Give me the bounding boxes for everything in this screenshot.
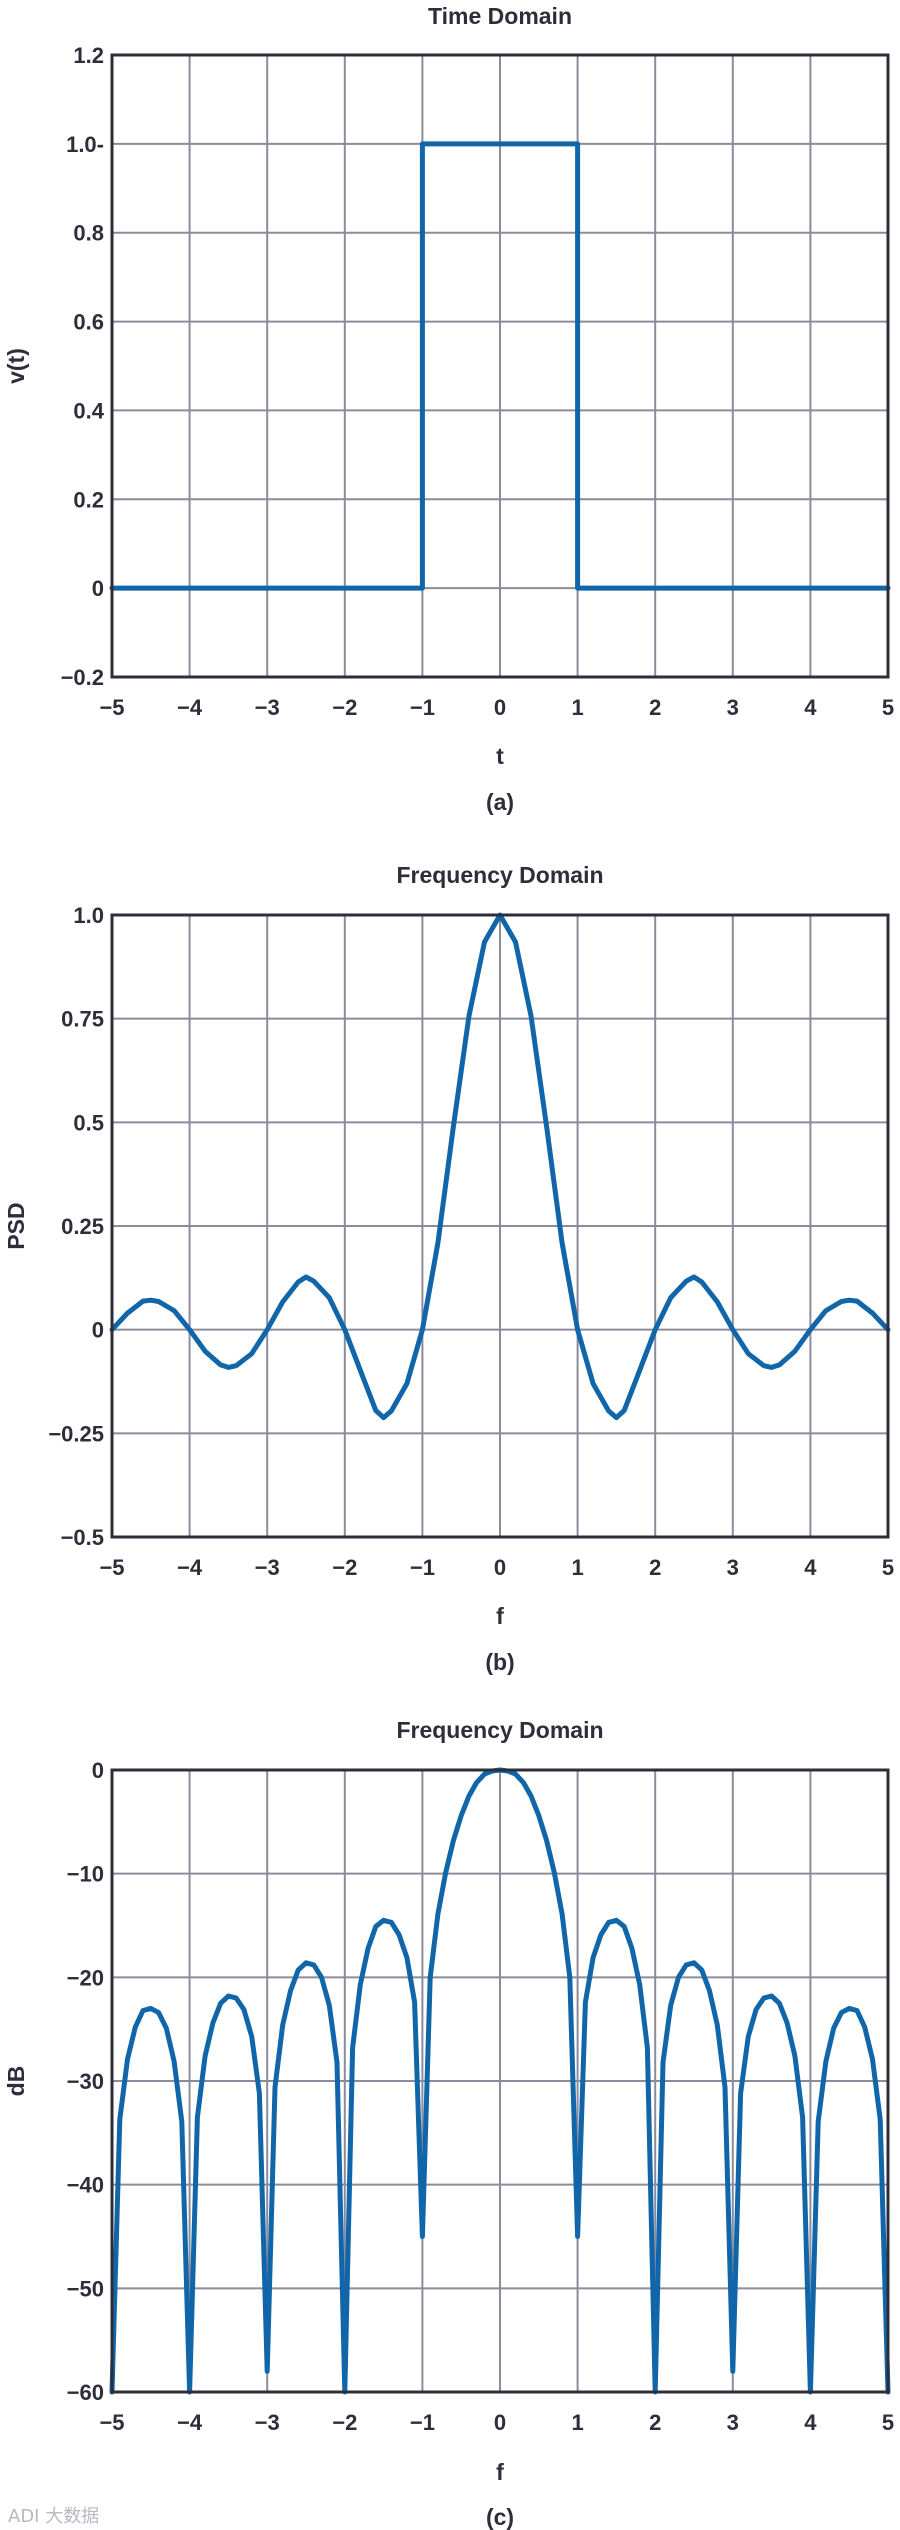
x-tick-label: −4 (177, 695, 203, 720)
y-tick-label: 1.0 (73, 903, 104, 928)
y-axis-label: PSD (3, 1202, 29, 1249)
chart-panel-0: −5 −4 −3 −2 −1 0 1 2 3 4 5 −0.2 0 0.2 0.4 0.6 0.8 1.0- 1.2… (3, 3, 894, 815)
y-tick-label: 0 (92, 1758, 104, 1783)
y-tick-label: −0.5 (61, 1525, 104, 1550)
x-tick-label: −5 (99, 1555, 124, 1580)
y-tick-label: −60 (67, 2380, 104, 2405)
x-tick-label: −2 (332, 2410, 357, 2435)
y-tick-label: 1.0- (66, 132, 104, 157)
panel-caption: (c) (486, 2504, 514, 2530)
x-tick-label: 3 (727, 2410, 739, 2435)
x-tick-label: 1 (571, 2410, 583, 2435)
x-tick-label: 0 (494, 1555, 506, 1580)
y-tick-label: 0.4 (73, 398, 104, 423)
chart-panel-2: −5 −4 −3 −2 −1 0 1 2 3 4 5−60−50−40−30−20−100Frequ… (3, 1717, 894, 2530)
x-tick-label: 0 (494, 695, 506, 720)
x-tick-label: 4 (804, 2410, 817, 2435)
y-axis-label: dB (3, 2066, 29, 2097)
x-tick-label: 1 (571, 1555, 583, 1580)
plot-frame (110, 913, 890, 1539)
x-tick-label: −4 (177, 1555, 203, 1580)
x-tick-label: 0 (494, 2410, 506, 2435)
series-line (109, 141, 891, 591)
y-tick-label: 0 (92, 576, 104, 601)
chart-title: Frequency Domain (396, 1717, 603, 1743)
y-tick-label: −0.2 (61, 665, 104, 690)
y-tick-label: 0.2 (73, 487, 104, 512)
x-tick-label: 4 (804, 695, 817, 720)
x-tick-label: −1 (410, 695, 435, 720)
plot-frame (110, 53, 890, 679)
x-tick-label: −5 (99, 2410, 124, 2435)
y-tick-label: 0.8 (73, 221, 104, 246)
y-tick-label: −20 (67, 1965, 104, 1990)
x-tick-label: −3 (255, 695, 280, 720)
watermark-text: ADI 大数据 (8, 2506, 99, 2527)
y-tick-label: −50 (67, 2276, 104, 2301)
x-tick-label: 5 (882, 695, 894, 720)
x-tick-label: 3 (727, 1555, 739, 1580)
x-tick-label: 1 (571, 695, 583, 720)
x-axis-label: f (496, 1603, 504, 1629)
x-tick-label: 5 (882, 1555, 894, 1580)
y-tick-label: 0.5 (73, 1110, 104, 1135)
y-tick-label: 0 (92, 1318, 104, 1343)
x-axis-label: f (496, 2459, 504, 2485)
x-tick-label: 5 (882, 2410, 894, 2435)
x-axis-label: t (496, 743, 504, 769)
x-tick-label: −2 (332, 695, 357, 720)
chart-title: Frequency Domain (396, 862, 603, 888)
x-tick-label: −3 (255, 2410, 280, 2435)
plot-frame (110, 1768, 890, 2394)
x-tick-label: 4 (804, 1555, 817, 1580)
y-tick-label: 0.6 (73, 310, 104, 335)
x-tick-label: 2 (649, 1555, 661, 1580)
y-tick-label: 1.2 (73, 43, 104, 68)
x-tick-label: 2 (649, 695, 661, 720)
x-tick-label: −1 (410, 1555, 435, 1580)
y-tick-label: −0.25 (48, 1421, 104, 1446)
x-tick-label: −4 (177, 2410, 203, 2435)
chart-title: Time Domain (428, 3, 572, 29)
y-tick-label: 0.25 (61, 1214, 104, 1239)
panel-caption: (a) (486, 789, 514, 815)
x-tick-label: −1 (410, 2410, 435, 2435)
x-tick-label: 3 (727, 695, 739, 720)
y-tick-label: −30 (67, 2069, 104, 2094)
x-tick-label: −3 (255, 1555, 280, 1580)
chart-panel-1: −5 −4 −3 −2 −1 0 1 2 3 4 5 −0.5 −0.25 0 0.25 0.5 0.75 1.0… (3, 862, 894, 1675)
y-tick-label: −10 (67, 1862, 104, 1887)
y-tick-label: −40 (67, 2173, 104, 2198)
y-tick-label: 0.75 (61, 1007, 104, 1032)
x-tick-label: 2 (649, 2410, 661, 2435)
y-axis-label: v(t) (3, 348, 29, 384)
x-tick-label: −5 (99, 695, 124, 720)
x-tick-label: −2 (332, 1555, 357, 1580)
panel-caption: (b) (485, 1649, 514, 1675)
